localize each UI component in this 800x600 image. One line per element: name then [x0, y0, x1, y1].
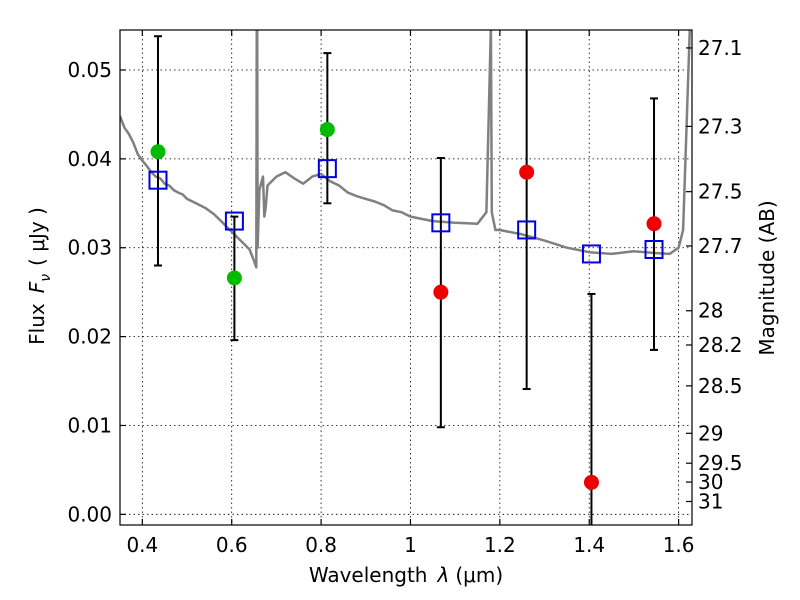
x-tick-label: 0.8	[305, 533, 337, 557]
y-ticks: 0.00 0.01 0.02 0.03 0.04 0.05	[67, 58, 126, 526]
model-point	[317, 159, 337, 179]
model-point	[431, 213, 451, 233]
y-tick-label: 0.03	[67, 236, 112, 260]
magnitude-tick-label: 29	[698, 421, 723, 445]
template-spectrum-line	[120, 30, 692, 269]
observed-point-red	[583, 474, 599, 490]
magnitude-tick-label: 28.5	[698, 374, 743, 398]
plot-frame	[119, 29, 693, 526]
y-tick-label: 0.05	[67, 58, 112, 82]
magnitude-tick-label: 27.5	[698, 180, 743, 204]
magnitude-tick-label: 27.1	[698, 36, 743, 60]
observed-point-green	[150, 144, 166, 160]
magnitude-tick-label: 28	[698, 299, 723, 323]
observed-point-green	[319, 122, 335, 138]
x-ticks: 0.4 0.6 0.8 1 1.2 1.4 1.6	[126, 30, 695, 557]
y-tick-label: 0.04	[67, 147, 112, 171]
y-axis-label: FluxFν( μJy )	[25, 207, 54, 345]
y-tick-label: 0.00	[67, 502, 112, 526]
x-tick-label: 1.6	[663, 533, 695, 557]
x-tick-label: 1	[404, 533, 417, 557]
magnitude-tick-label: 28.2	[698, 333, 743, 357]
magnitude-tick-label: 27.3	[698, 114, 743, 138]
magnitude-tick-label: 27.7	[698, 234, 743, 258]
grid-layer	[120, 30, 692, 525]
model-point	[224, 211, 244, 231]
model-points-layer	[148, 159, 664, 264]
x-axis-label: Wavelength λ (μm)	[309, 563, 503, 587]
model-point	[644, 240, 664, 260]
magnitude-tick-label: 30	[698, 470, 723, 494]
x-tick-label: 0.6	[216, 533, 248, 557]
magnitude-tick-label: 31	[698, 489, 723, 513]
model-point	[148, 170, 168, 190]
x-tick-label: 1.4	[573, 533, 605, 557]
observed-point-red	[519, 164, 535, 180]
model-point	[581, 244, 601, 264]
magnitude-axis-label: Magnitude (AB)	[755, 200, 779, 355]
observed-point-green	[226, 270, 242, 286]
observed-point-red	[646, 216, 662, 232]
x-tick-label: 0.4	[126, 533, 158, 557]
x-tick-label: 1.2	[484, 533, 516, 557]
observed-point-red	[433, 284, 449, 300]
template-spectrum-layer	[120, 30, 692, 269]
model-point	[517, 220, 537, 240]
observed-points-layer	[150, 122, 662, 490]
magnitude-tick-label: 29.5	[698, 451, 743, 475]
y-tick-label: 0.01	[67, 413, 112, 437]
y-tick-label: 0.02	[67, 325, 112, 349]
